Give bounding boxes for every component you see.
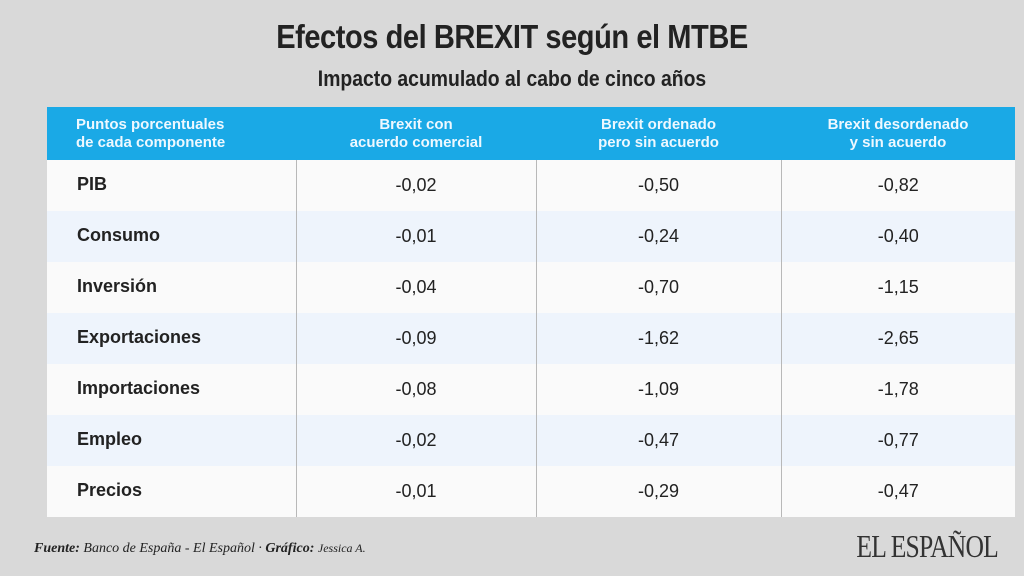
page-subtitle: Impacto acumulado al cabo de cinco años — [317, 66, 707, 91]
column-header-line: Brexit ordenado — [600, 115, 717, 133]
column-header: Brexit con acuerdo comercial — [296, 107, 536, 160]
table-row: Inversión -0,04 -0,70 -1,15 — [47, 262, 1015, 313]
footer-credits: Fuente: Banco de España - El Español · G… — [34, 541, 366, 557]
table-row: Precios -0,01 -0,29 -0,47 — [47, 466, 1015, 517]
table-row: Exportaciones -0,09 -1,62 -2,65 — [47, 313, 1015, 364]
row-label: Importaciones — [47, 364, 296, 415]
table-header-row: Puntos porcentuales de cada componente Bre… — [47, 107, 1015, 160]
el-espanol-logo: EL ESPAÑOL — [856, 528, 998, 564]
column-header: Brexit ordenado pero sin acuerdo — [536, 107, 781, 160]
source-label: Fuente: — [34, 541, 80, 556]
value-cell: -0,50 — [535, 160, 781, 211]
row-label: Precios — [47, 466, 296, 517]
value-cell: -0,02 — [295, 415, 536, 466]
value-cell: -0,08 — [295, 364, 536, 415]
value-cell: -0,01 — [295, 211, 536, 262]
row-label: PIB — [47, 160, 296, 211]
column-header-line: acuerdo comercial — [349, 133, 483, 151]
value-cell: -0,01 — [295, 466, 536, 517]
value-cell: -1,09 — [535, 364, 781, 415]
value-cell: -1,62 — [535, 313, 781, 364]
data-table: Puntos porcentuales de cada componente Bre… — [47, 107, 1015, 517]
column-header-line: Brexit desordenado — [827, 115, 969, 133]
value-cell: -0,70 — [535, 262, 781, 313]
table-row: PIB -0,02 -0,50 -0,82 — [47, 160, 1015, 211]
value-cell: -0,04 — [295, 262, 536, 313]
table-row: Consumo -0,01 -0,24 -0,40 — [47, 211, 1015, 262]
table-row: Empleo -0,02 -0,47 -0,77 — [47, 415, 1015, 466]
column-header-line: pero sin acuerdo — [598, 133, 719, 151]
column-header-line: Puntos porcentuales — [76, 115, 225, 133]
row-label: Consumo — [47, 211, 296, 262]
value-cell: -1,15 — [780, 262, 1015, 313]
column-header: Brexit desordenado y sin acuerdo — [781, 107, 1015, 160]
graphic-label: Gráfico: — [265, 541, 315, 556]
row-label: Inversión — [47, 262, 296, 313]
value-cell: -0,24 — [535, 211, 781, 262]
value-cell: -0,47 — [535, 415, 781, 466]
value-cell: -0,77 — [780, 415, 1015, 466]
table-row: Importaciones -0,08 -1,09 -1,78 — [47, 364, 1015, 415]
value-cell: -0,82 — [780, 160, 1015, 211]
value-cell: -0,40 — [780, 211, 1015, 262]
value-cell: -1,78 — [780, 364, 1015, 415]
value-cell: -0,02 — [295, 160, 536, 211]
row-label: Empleo — [47, 415, 296, 466]
source-text: Banco de España - El Español · — [83, 541, 262, 556]
author-text: Jessica A. — [317, 541, 366, 555]
column-header-line: de cada componente — [76, 133, 226, 151]
value-cell: -0,09 — [295, 313, 536, 364]
column-header-line: y sin acuerdo — [849, 133, 947, 151]
row-label: Exportaciones — [47, 313, 296, 364]
column-header-line: Brexit con — [379, 115, 453, 133]
value-cell: -2,65 — [780, 313, 1015, 364]
value-cell: -0,29 — [535, 466, 781, 517]
page-title: Efectos del BREXIT según el MTBE — [276, 18, 748, 55]
value-cell: -0,47 — [780, 466, 1015, 517]
column-header: Puntos porcentuales de cada componente — [47, 107, 296, 160]
